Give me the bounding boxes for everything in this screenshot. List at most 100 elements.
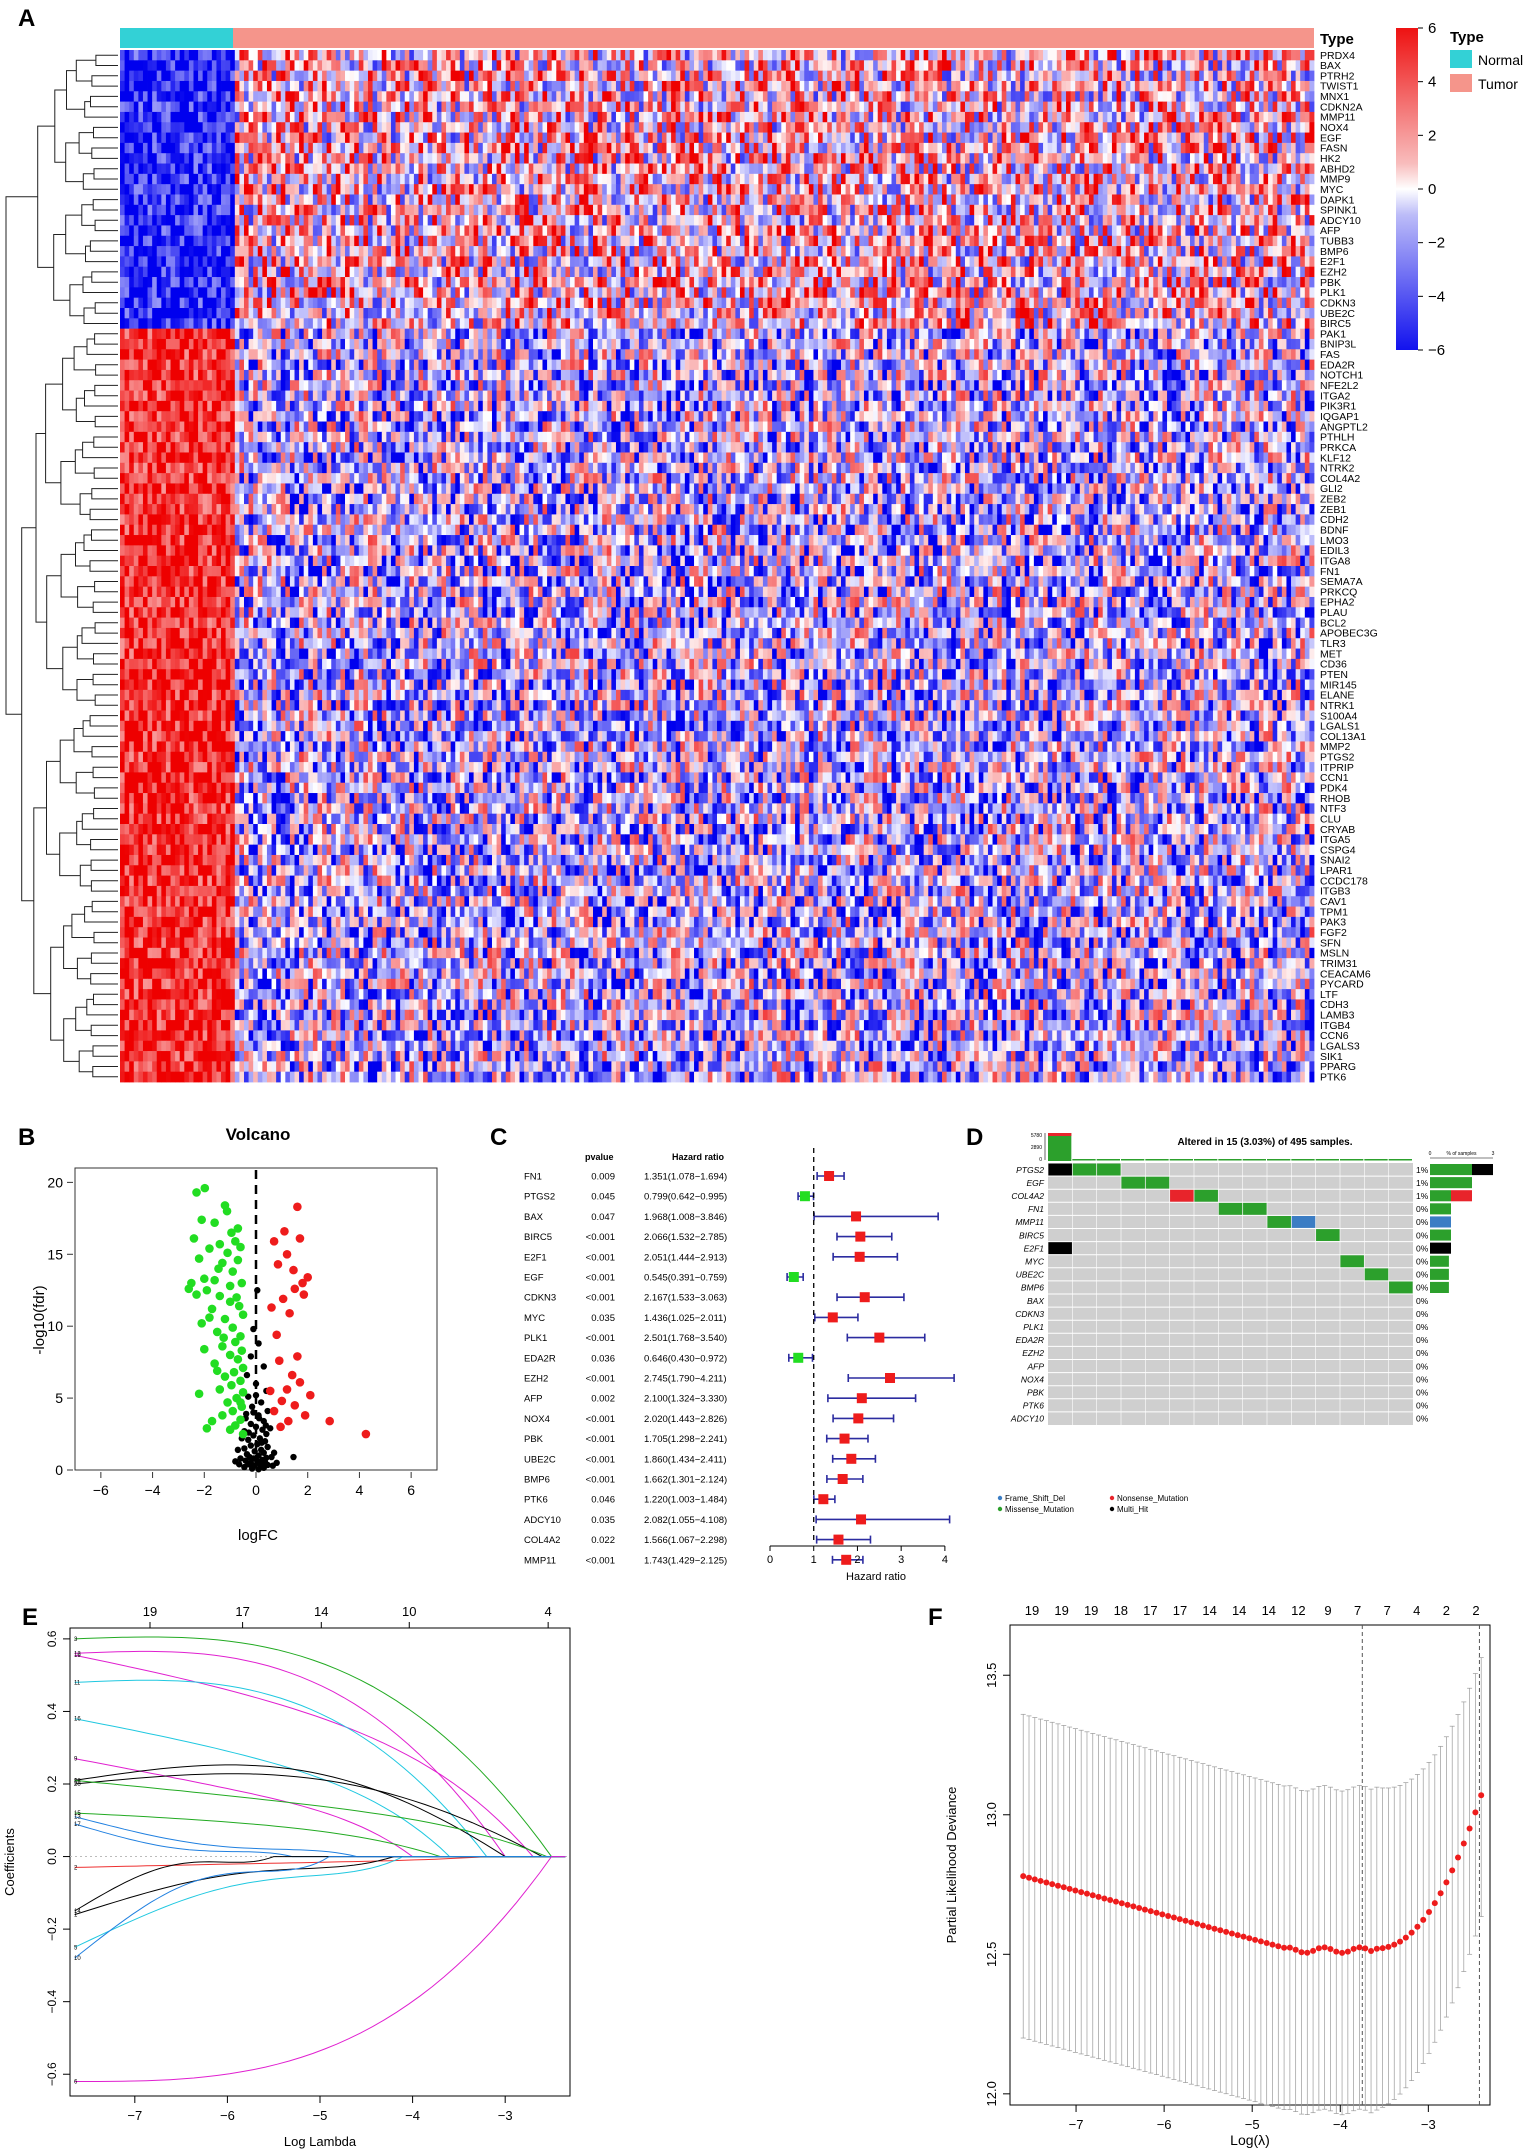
- heatmap-cell: [1139, 80, 1145, 92]
- heatmap-cell: [1125, 80, 1131, 92]
- heatmap-cell: [620, 142, 626, 154]
- heatmap-cell: [413, 142, 419, 154]
- heatmap-cell: [276, 91, 282, 102]
- heatmap-cell: [528, 80, 534, 92]
- heatmap-cell: [354, 50, 360, 61]
- heatmap-cell: [1185, 204, 1191, 216]
- heatmap-cell: [533, 215, 539, 226]
- heatmap-cell: [271, 91, 277, 102]
- heatmap-cell: [390, 235, 396, 247]
- heatmap-cell: [280, 215, 286, 226]
- heatmap-cell: [326, 132, 332, 144]
- heatmap-cell: [280, 132, 286, 144]
- heatmap-cell: [1111, 204, 1117, 216]
- heatmap-cell: [822, 184, 828, 195]
- heatmap-cell: [423, 80, 429, 92]
- heatmap-cell: [1295, 132, 1301, 144]
- heatmap-cell: [593, 122, 598, 133]
- heatmap-cell: [1001, 50, 1007, 61]
- heatmap-cell: [997, 204, 1003, 216]
- heatmap-cell: [432, 173, 438, 185]
- heatmap-cell: [188, 225, 194, 237]
- heatmap-cell: [795, 101, 801, 113]
- heatmap-cell: [276, 142, 282, 154]
- heatmap-cell: [1015, 163, 1021, 175]
- heatmap-cell: [469, 122, 475, 133]
- heatmap-cell: [129, 184, 135, 195]
- heatmap-cell: [331, 60, 337, 72]
- heatmap-cell: [689, 235, 695, 247]
- heatmap-cell: [1157, 91, 1163, 102]
- heatmap-cell: [707, 215, 713, 226]
- annotation-bar-normal: [120, 28, 233, 48]
- heatmap-cell: [928, 70, 934, 82]
- heatmap-cell: [124, 173, 130, 185]
- heatmap-cell: [735, 132, 741, 144]
- heatmap-cell: [303, 153, 309, 164]
- heatmap-cell: [983, 91, 989, 102]
- heatmap-cell: [184, 163, 190, 175]
- heatmap-cell: [1268, 60, 1274, 72]
- heatmap-cell: [372, 60, 378, 72]
- heatmap-cell: [179, 70, 185, 82]
- heatmap-cell: [1070, 184, 1076, 195]
- heatmap-cell: [1268, 70, 1274, 82]
- heatmap-cell: [1107, 173, 1113, 185]
- heatmap-cell: [1121, 91, 1127, 102]
- heatmap-cell: [1226, 153, 1232, 164]
- heatmap-cell: [1102, 111, 1108, 123]
- heatmap-cell: [322, 91, 328, 102]
- heatmap-cell: [951, 50, 957, 61]
- heatmap-cell: [372, 225, 378, 237]
- heatmap-cell: [1235, 163, 1241, 175]
- heatmap-cell: [519, 142, 525, 154]
- heatmap-cell: [156, 153, 162, 164]
- heatmap-cell: [556, 80, 562, 92]
- heatmap-cell: [1079, 111, 1085, 123]
- panel-label-e: E: [22, 1604, 38, 1631]
- heatmap-cell: [735, 91, 741, 102]
- heatmap-cell: [840, 153, 846, 164]
- heatmap-cell: [317, 235, 323, 247]
- heatmap-cell: [423, 60, 429, 72]
- heatmap-cell: [629, 215, 635, 226]
- heatmap-cell: [262, 60, 268, 72]
- heatmap-cell: [579, 215, 585, 226]
- heatmap-cell: [1102, 184, 1108, 195]
- heatmap-cell: [285, 70, 291, 82]
- heatmap-cell: [767, 101, 773, 113]
- heatmap-cell: [1222, 142, 1228, 154]
- heatmap-cell: [377, 80, 383, 92]
- dendrogram-branch: [93, 931, 118, 944]
- heatmap-cell: [381, 173, 387, 185]
- heatmap-cell: [1020, 70, 1026, 82]
- heatmap-cell: [147, 142, 153, 154]
- heatmap-cell: [602, 80, 608, 92]
- heatmap-cell: [873, 235, 879, 247]
- heatmap-cell: [850, 142, 856, 154]
- heatmap-cell: [909, 225, 915, 237]
- heatmap-cell: [156, 132, 162, 144]
- heatmap-cell: [1258, 91, 1264, 102]
- heatmap-cell: [767, 184, 773, 195]
- heatmap-cell: [891, 101, 897, 113]
- heatmap-cell: [1185, 153, 1191, 164]
- heatmap-cell: [533, 80, 539, 92]
- heatmap-cell: [1006, 173, 1012, 185]
- dendrogram-branch: [76, 820, 91, 846]
- heatmap-cell: [322, 184, 328, 195]
- heatmap-cell: [386, 122, 392, 133]
- heatmap-cell: [684, 60, 690, 72]
- heatmap-cell: [436, 132, 442, 144]
- heatmap-cell: [505, 70, 511, 82]
- heatmap-cell: [1125, 111, 1131, 123]
- heatmap-cell: [487, 101, 493, 113]
- heatmap-cell: [790, 122, 796, 133]
- heatmap-cell: [413, 184, 419, 195]
- heatmap-cell: [1300, 60, 1306, 72]
- heatmap-cell: [1033, 101, 1039, 113]
- heatmap-cell: [762, 111, 768, 123]
- heatmap-cell: [726, 70, 732, 82]
- heatmap-cell: [1245, 132, 1251, 144]
- heatmap-cell: [818, 163, 824, 175]
